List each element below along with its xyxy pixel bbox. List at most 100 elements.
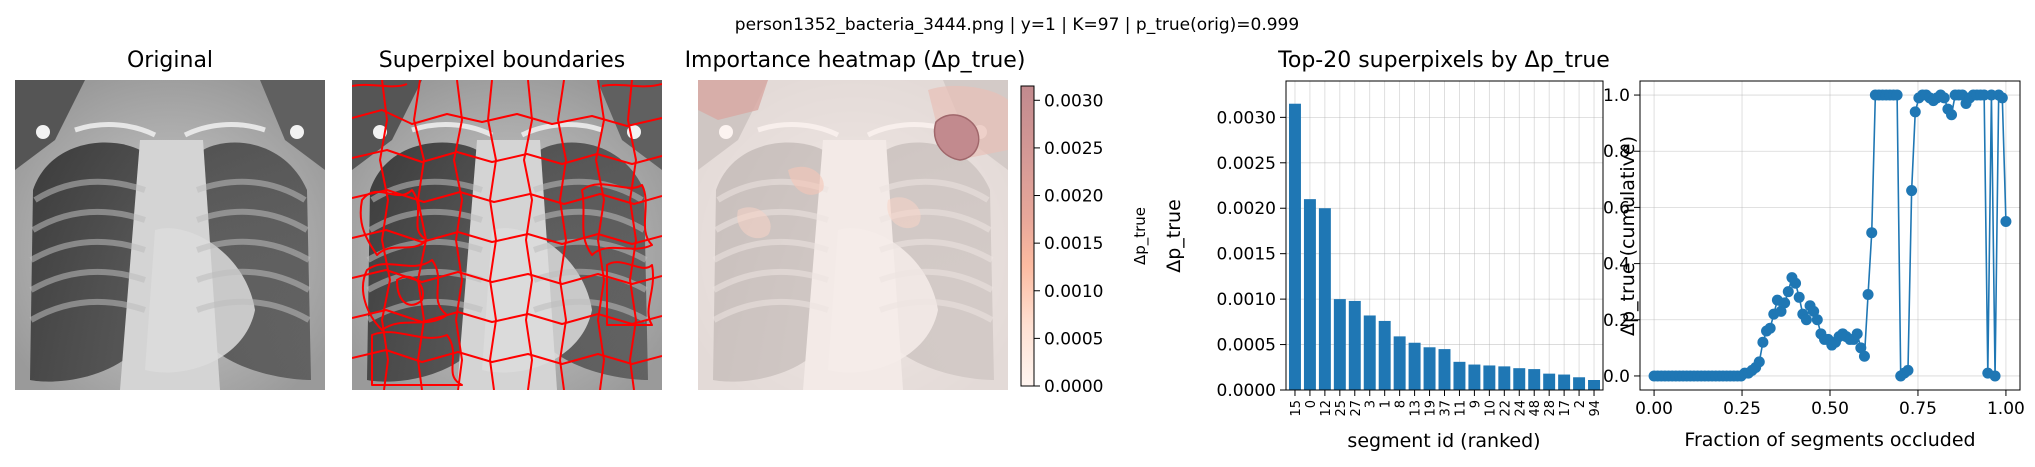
line-chart-xtick-label: 0.00: [1635, 399, 1673, 419]
bar-chart: Top-20 superpixels by Δp_true 0.00000.00…: [1163, 48, 1610, 452]
bar-chart-xtick-label: 25: [1334, 400, 1349, 417]
bar-chart-xtick-label: 19: [1424, 400, 1439, 417]
bar-chart-xtick-label: 1: [1379, 400, 1394, 408]
line-point: [1753, 356, 1765, 368]
line-point: [1811, 314, 1823, 326]
line-point: [1938, 92, 1950, 104]
bar: [1363, 315, 1376, 390]
bar-chart-ytick-label: 0.0005: [1217, 336, 1276, 356]
line-point: [1902, 364, 1914, 376]
line-point: [1906, 185, 1918, 197]
line-chart-xtick-label: 0.25: [1723, 399, 1761, 419]
bar-chart-ytick-label: 0.0025: [1217, 154, 1276, 174]
line-point: [1858, 350, 1870, 362]
bar: [1573, 377, 1586, 390]
bar-chart-ytick-label: 0.0030: [1217, 108, 1276, 128]
panel-superpixels: Superpixel boundaries: [352, 48, 662, 390]
original-xray-image: [15, 80, 325, 390]
line-chart-xtick-label: 0.50: [1811, 399, 1849, 419]
bar-chart-xticks: 15 0 12 25 27 3 1 8 13 19 37 11 9 10 22 24 48 28 17 2 94: [1289, 390, 1603, 417]
colorbar-tick-label: 0.0005: [1044, 329, 1103, 349]
bar-chart-xtick-label: 27: [1349, 400, 1364, 417]
colorbar-tick-label: 0.0030: [1044, 91, 1103, 111]
line-point: [1808, 305, 1820, 317]
line-point: [1891, 89, 1903, 101]
bar: [1498, 366, 1511, 390]
bar: [1483, 365, 1496, 390]
line-point: [1862, 288, 1874, 300]
line-chart-ytick-label: 0.8: [1603, 142, 1630, 162]
panel-title-original: Original: [127, 48, 213, 73]
colorbar-label: Δp_true: [1131, 207, 1150, 265]
bar: [1378, 320, 1391, 390]
superpixel-image: [352, 80, 662, 390]
bar-chart-xtick-label: 8: [1394, 400, 1409, 408]
bar-chart-xtick-label: 9: [1468, 400, 1483, 408]
line-chart: 0.00.20.40.60.81.0 0.00 0.25 0.50 0.75 1.00 …: [1603, 80, 2025, 451]
line-chart-ytick-label: 0.2: [1603, 311, 1630, 331]
figure-suptitle: person1352_bacteria_3444.png | y=1 | K=9…: [735, 15, 1299, 35]
bar: [1303, 199, 1316, 390]
bar: [1528, 369, 1541, 390]
colorbar-tick-label: 0.0025: [1044, 139, 1103, 159]
bar-chart-xtick-label: 10: [1483, 400, 1498, 417]
bar-chart-xtick-label: 94: [1588, 400, 1603, 417]
bar: [1333, 299, 1346, 390]
line-chart-ytick-label: 0.0: [1603, 367, 1630, 387]
bar-chart-xtick-label: 24: [1513, 400, 1528, 417]
bar-chart-yticks: 0.0000 0.0005 0.0010 0.0015 0.0020 0.0025 0.00…: [1217, 108, 1286, 401]
line-chart-yticks: 0.0 0.2 0.4 0.6 0.8 1.0: [1603, 86, 1640, 387]
line-chart-xtick-label: 1.00: [1987, 399, 2025, 419]
line-point: [1782, 286, 1794, 298]
line-point: [1793, 291, 1805, 303]
bar-chart-ytick-label: 0.0010: [1217, 290, 1276, 310]
line-chart-series: [1648, 89, 2012, 382]
bar-chart-ylabel: Δp_true: [1163, 199, 1185, 273]
bar-chart-xlabel: segment id (ranked): [1347, 430, 1540, 452]
line-point: [1790, 277, 1802, 289]
bar: [1318, 208, 1331, 390]
line-point: [1851, 328, 1863, 340]
bar: [1468, 364, 1481, 390]
line-chart-ytick-label: 0.4: [1603, 255, 1630, 275]
line-point: [1989, 370, 2001, 382]
panel-heatmap: Importance heatmap (Δp_true) 0.00000.000…: [685, 48, 1150, 397]
bar-chart-xtick-label: 3: [1364, 400, 1379, 408]
bar: [1288, 103, 1301, 391]
bar-chart-ytick-label: 0.0020: [1217, 199, 1276, 219]
line-chart-xlabel: Fraction of segments occluded: [1684, 429, 1975, 451]
bar-chart-xtick-label: 37: [1439, 400, 1454, 417]
bar-chart-xtick-label: 13: [1409, 400, 1424, 417]
bar-chart-ytick-label: 0.0000: [1217, 381, 1276, 401]
line-chart-ytick-label: 0.6: [1603, 198, 1630, 218]
heatmap-image: [698, 80, 1008, 390]
colorbar-tick-label: 0.0020: [1044, 187, 1103, 207]
line-chart-xtick-label: 0.75: [1899, 399, 1937, 419]
bar: [1513, 368, 1526, 390]
line-point: [1855, 342, 1867, 354]
line-point: [2000, 215, 2012, 227]
line-point: [1779, 297, 1791, 309]
line-point: [1996, 92, 2008, 104]
bar-chart-xtick-label: 15: [1289, 400, 1304, 417]
top-importance-segment: [933, 114, 980, 161]
bar-chart-xtick-label: 28: [1543, 400, 1558, 417]
bar: [1393, 336, 1406, 390]
colorbar-ticks: 0.0000 0.0005 0.0010 0.0015 0.0020 0.0025 0.00…: [1034, 91, 1103, 397]
line-chart-ytick-label: 1.0: [1603, 86, 1630, 106]
colorbar-tick-label: 0.0010: [1044, 282, 1103, 302]
colorbar-tick-label: 0.0015: [1044, 234, 1103, 254]
bar: [1438, 349, 1451, 390]
bar: [1348, 300, 1361, 390]
panel-original: Original: [15, 48, 325, 390]
bar-chart-bars: [1288, 103, 1601, 391]
bar-chart-ytick-label: 0.0015: [1217, 245, 1276, 265]
bar-chart-title: Top-20 superpixels by Δp_true: [1277, 48, 1610, 73]
bar-chart-xtick-label: 0: [1304, 400, 1319, 408]
bar: [1408, 342, 1421, 390]
superpixel-boundaries: [352, 80, 662, 390]
colorbar-tick-label: 0.0000: [1044, 377, 1103, 397]
bar-chart-xtick-label: 22: [1498, 400, 1513, 417]
bar-chart-xtick-label: 48: [1528, 400, 1543, 417]
